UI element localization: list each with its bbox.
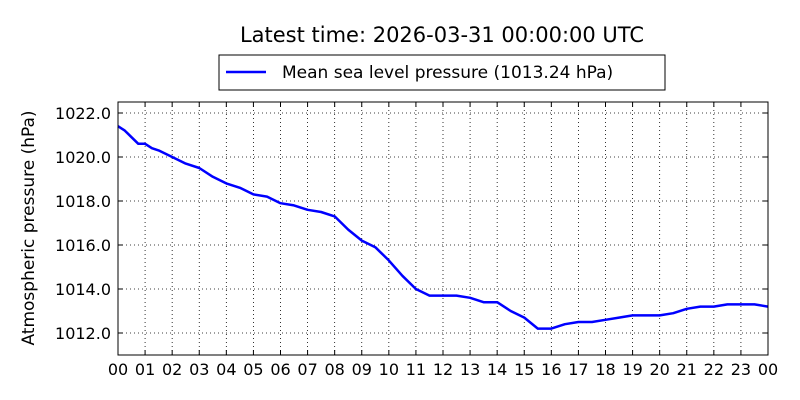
chart-title: Latest time: 2026-03-31 00:00:00 UTC: [240, 23, 644, 47]
x-tick-label: 00: [758, 360, 778, 379]
y-tick-label: 1014.0: [55, 280, 111, 299]
x-tick-label: 17: [568, 360, 588, 379]
x-tick-label: 22: [704, 360, 724, 379]
x-tick-label: 06: [270, 360, 290, 379]
x-tick-label: 03: [189, 360, 209, 379]
x-tick-label: 20: [649, 360, 669, 379]
plot-frame: [117, 101, 769, 356]
legend: Mean sea level pressure (1013.24 hPa): [218, 54, 666, 91]
x-tick-label: 11: [406, 360, 426, 379]
x-tick-label: 12: [433, 360, 453, 379]
x-tick-label: 00: [108, 360, 128, 379]
x-tick-label: 13: [460, 360, 480, 379]
legend-box: [218, 54, 666, 91]
y-axis-ticks: 1012.0 1014.0 1016.0 1018.0 1020.0 1022.0: [55, 104, 768, 343]
x-tick-label: 15: [514, 360, 534, 379]
x-tick-label: 07: [297, 360, 317, 379]
legend-label: Mean sea level pressure (1013.24 hPa): [282, 63, 613, 83]
grid: [117, 102, 769, 355]
x-tick-label: 04: [216, 360, 236, 379]
series-line-mean-sea-level-pressure: [117, 125, 769, 330]
x-tick-label: 10: [379, 360, 399, 379]
x-tick-label: 18: [595, 360, 615, 379]
x-tick-label: 01: [135, 360, 155, 379]
x-tick-label: 23: [731, 360, 751, 379]
y-tick-label: 1020.0: [55, 148, 111, 167]
y-tick-label: 1022.0: [55, 104, 111, 123]
x-tick-label: 05: [243, 360, 263, 379]
x-tick-label: 02: [162, 360, 182, 379]
y-tick-label: 1016.0: [55, 236, 111, 255]
x-axis-ticks: 00 01 02 03 04 05 06 07 08 09 10 11 12 13 14 15 16 17 18 19…: [108, 102, 778, 379]
y-tick-label: 1018.0: [55, 192, 111, 211]
y-tick-label: 1012.0: [55, 324, 111, 343]
x-tick-label: 14: [487, 360, 507, 379]
x-tick-label: 16: [541, 360, 561, 379]
x-tick-label: 09: [352, 360, 372, 379]
x-tick-label: 19: [622, 360, 642, 379]
y-axis-label: Atmospheric pressure (hPa): [19, 110, 39, 345]
x-tick-label: 21: [677, 360, 697, 379]
x-tick-label: 08: [324, 360, 344, 379]
